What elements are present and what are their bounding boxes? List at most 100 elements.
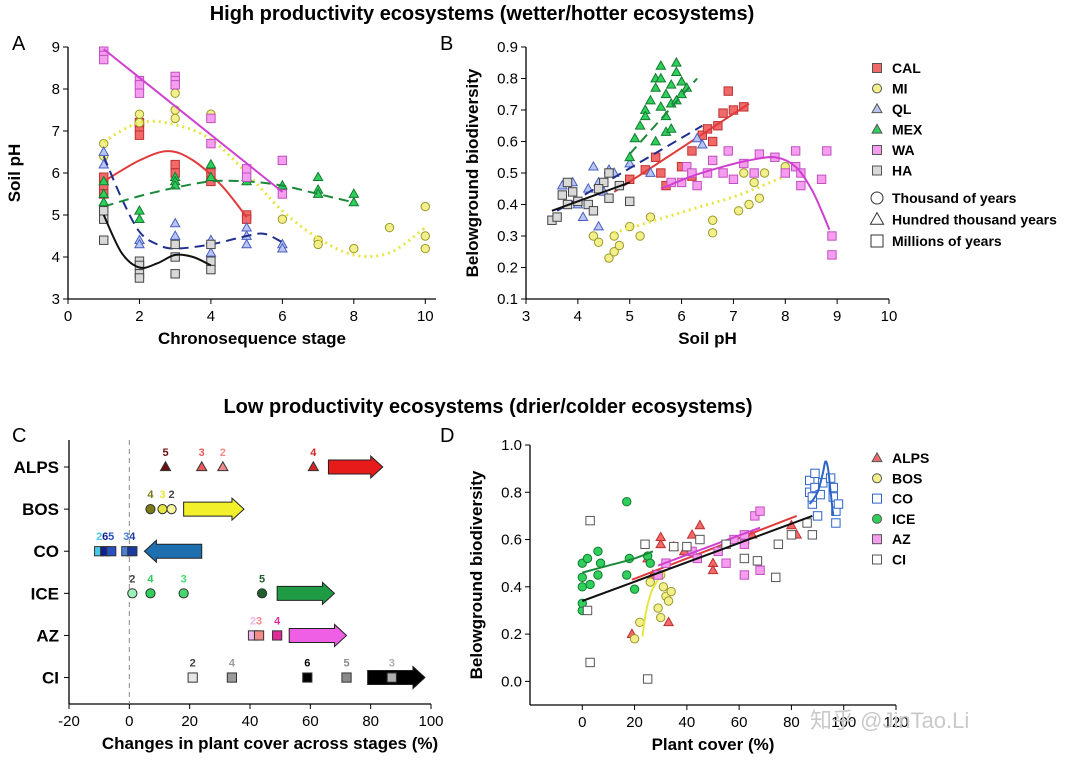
y-tick-label: 0.8 (501, 484, 522, 501)
data-point (644, 167, 656, 177)
stage-label: 5 (259, 573, 265, 585)
chart-panel-a: 0 2 4 6 8 10 3 4 5 6 7 8 9 Chronosequence stage Soil p… (5, 39, 436, 348)
stage-marker (187, 672, 198, 683)
x-tick-label: 60 (731, 714, 748, 731)
data-point (750, 511, 760, 521)
legend-label: ICE (892, 511, 915, 527)
stage-label: 2 (96, 531, 102, 543)
data-point (687, 146, 697, 156)
data-point (577, 572, 587, 583)
legend-label: QL (892, 101, 912, 117)
data-point (206, 239, 216, 250)
y-tick-label: 0.0 (501, 673, 522, 690)
stage-marker (195, 460, 208, 472)
stage-marker (226, 672, 238, 683)
x-tick-label: 3 (522, 308, 530, 325)
data-point (754, 193, 765, 203)
legend-marker (872, 493, 882, 504)
data-point (831, 518, 841, 528)
data-point (277, 155, 288, 166)
stage-label: 2 (169, 489, 175, 501)
fit-line (613, 174, 786, 235)
x-tick-label: 60 (302, 713, 319, 730)
stage-marker (253, 630, 265, 641)
data-point (133, 213, 145, 224)
data-point (593, 570, 603, 580)
series-ha (99, 206, 216, 283)
y-tick-label: 0.1 (497, 291, 518, 308)
data-point (676, 75, 688, 86)
chart-panel-b: 3 4 5 6 7 8 9 10 0.1 0.2 0.3 0.4 0.5 0.6 0.7 0.8 0.9 Soil… (463, 39, 897, 348)
data-point (170, 269, 180, 279)
row-label: AZ (36, 626, 59, 645)
data-point (557, 190, 567, 200)
data-point (384, 222, 395, 233)
data-point (599, 177, 609, 188)
chart-panel-c: -20 0 20 40 60 80 100 Changes in plant cover ac… (14, 440, 444, 753)
data-point (170, 113, 180, 124)
top-title: High productivity ecosystems (wetter/hot… (210, 3, 755, 25)
legend-label: AZ (892, 531, 911, 547)
stage-marker (216, 460, 229, 472)
data-point (755, 565, 765, 575)
x-tick-label: 80 (362, 713, 379, 730)
y-axis-label: Belowground biodiversity (467, 470, 486, 679)
y-axis-label: Soil pH (5, 144, 24, 203)
y-tick-label: 0.5 (497, 165, 518, 182)
trend-arrow (276, 581, 336, 606)
data-point (721, 558, 731, 568)
stage-marker (106, 546, 117, 557)
panel-letter-a: A (12, 33, 26, 55)
data-point (577, 211, 589, 221)
legend-marker (870, 234, 884, 248)
legend-label: Thousand of years (892, 190, 1017, 206)
data-point (629, 132, 641, 143)
data-point (588, 231, 599, 241)
data-point (604, 168, 614, 178)
data-point (625, 196, 635, 207)
data-point (604, 193, 614, 203)
data-point (134, 273, 145, 283)
x-axis-label: Soil pH (678, 329, 737, 348)
stage-label: 4 (310, 447, 317, 459)
data-point (707, 155, 718, 166)
fit-line (551, 181, 631, 212)
data-point (585, 657, 595, 668)
data-point (691, 132, 703, 143)
series-ci (581, 514, 818, 684)
stage-label: 3 (123, 531, 129, 543)
data-point (655, 101, 667, 111)
data-point (650, 135, 662, 146)
legend-item-cal: CAL (872, 60, 921, 76)
stage-marker (127, 588, 138, 599)
data-point (348, 196, 360, 207)
data-point (133, 204, 145, 215)
row-alps: ALPS 5 3 2 4 (14, 447, 384, 480)
data-point (682, 162, 692, 172)
data-point (99, 206, 109, 216)
row-bos: BOS 4 3 2 (22, 489, 245, 522)
stage-label: 6 (102, 531, 108, 543)
row-label: CO (34, 542, 60, 561)
stage-label: 4 (147, 573, 154, 585)
row-label: ICE (31, 584, 59, 603)
series-bos (629, 569, 676, 644)
data-point (583, 199, 593, 210)
data-point (170, 88, 180, 98)
legend-label: BOS (892, 470, 922, 486)
y-tick-label: 0.3 (497, 228, 518, 245)
data-point (348, 188, 360, 198)
stage-label: 5 (343, 658, 349, 670)
data-point (796, 180, 806, 191)
data-point (622, 497, 632, 507)
stage-label: 3 (256, 615, 262, 627)
data-point (622, 570, 632, 580)
data-point (205, 158, 217, 169)
fit-line (657, 526, 761, 567)
panel-letter-d: D (440, 425, 454, 447)
stage-label: 4 (229, 658, 236, 670)
data-point (790, 146, 801, 156)
data-point (807, 530, 818, 540)
y-tick-label: 0.4 (497, 197, 518, 214)
data-point (133, 238, 145, 249)
